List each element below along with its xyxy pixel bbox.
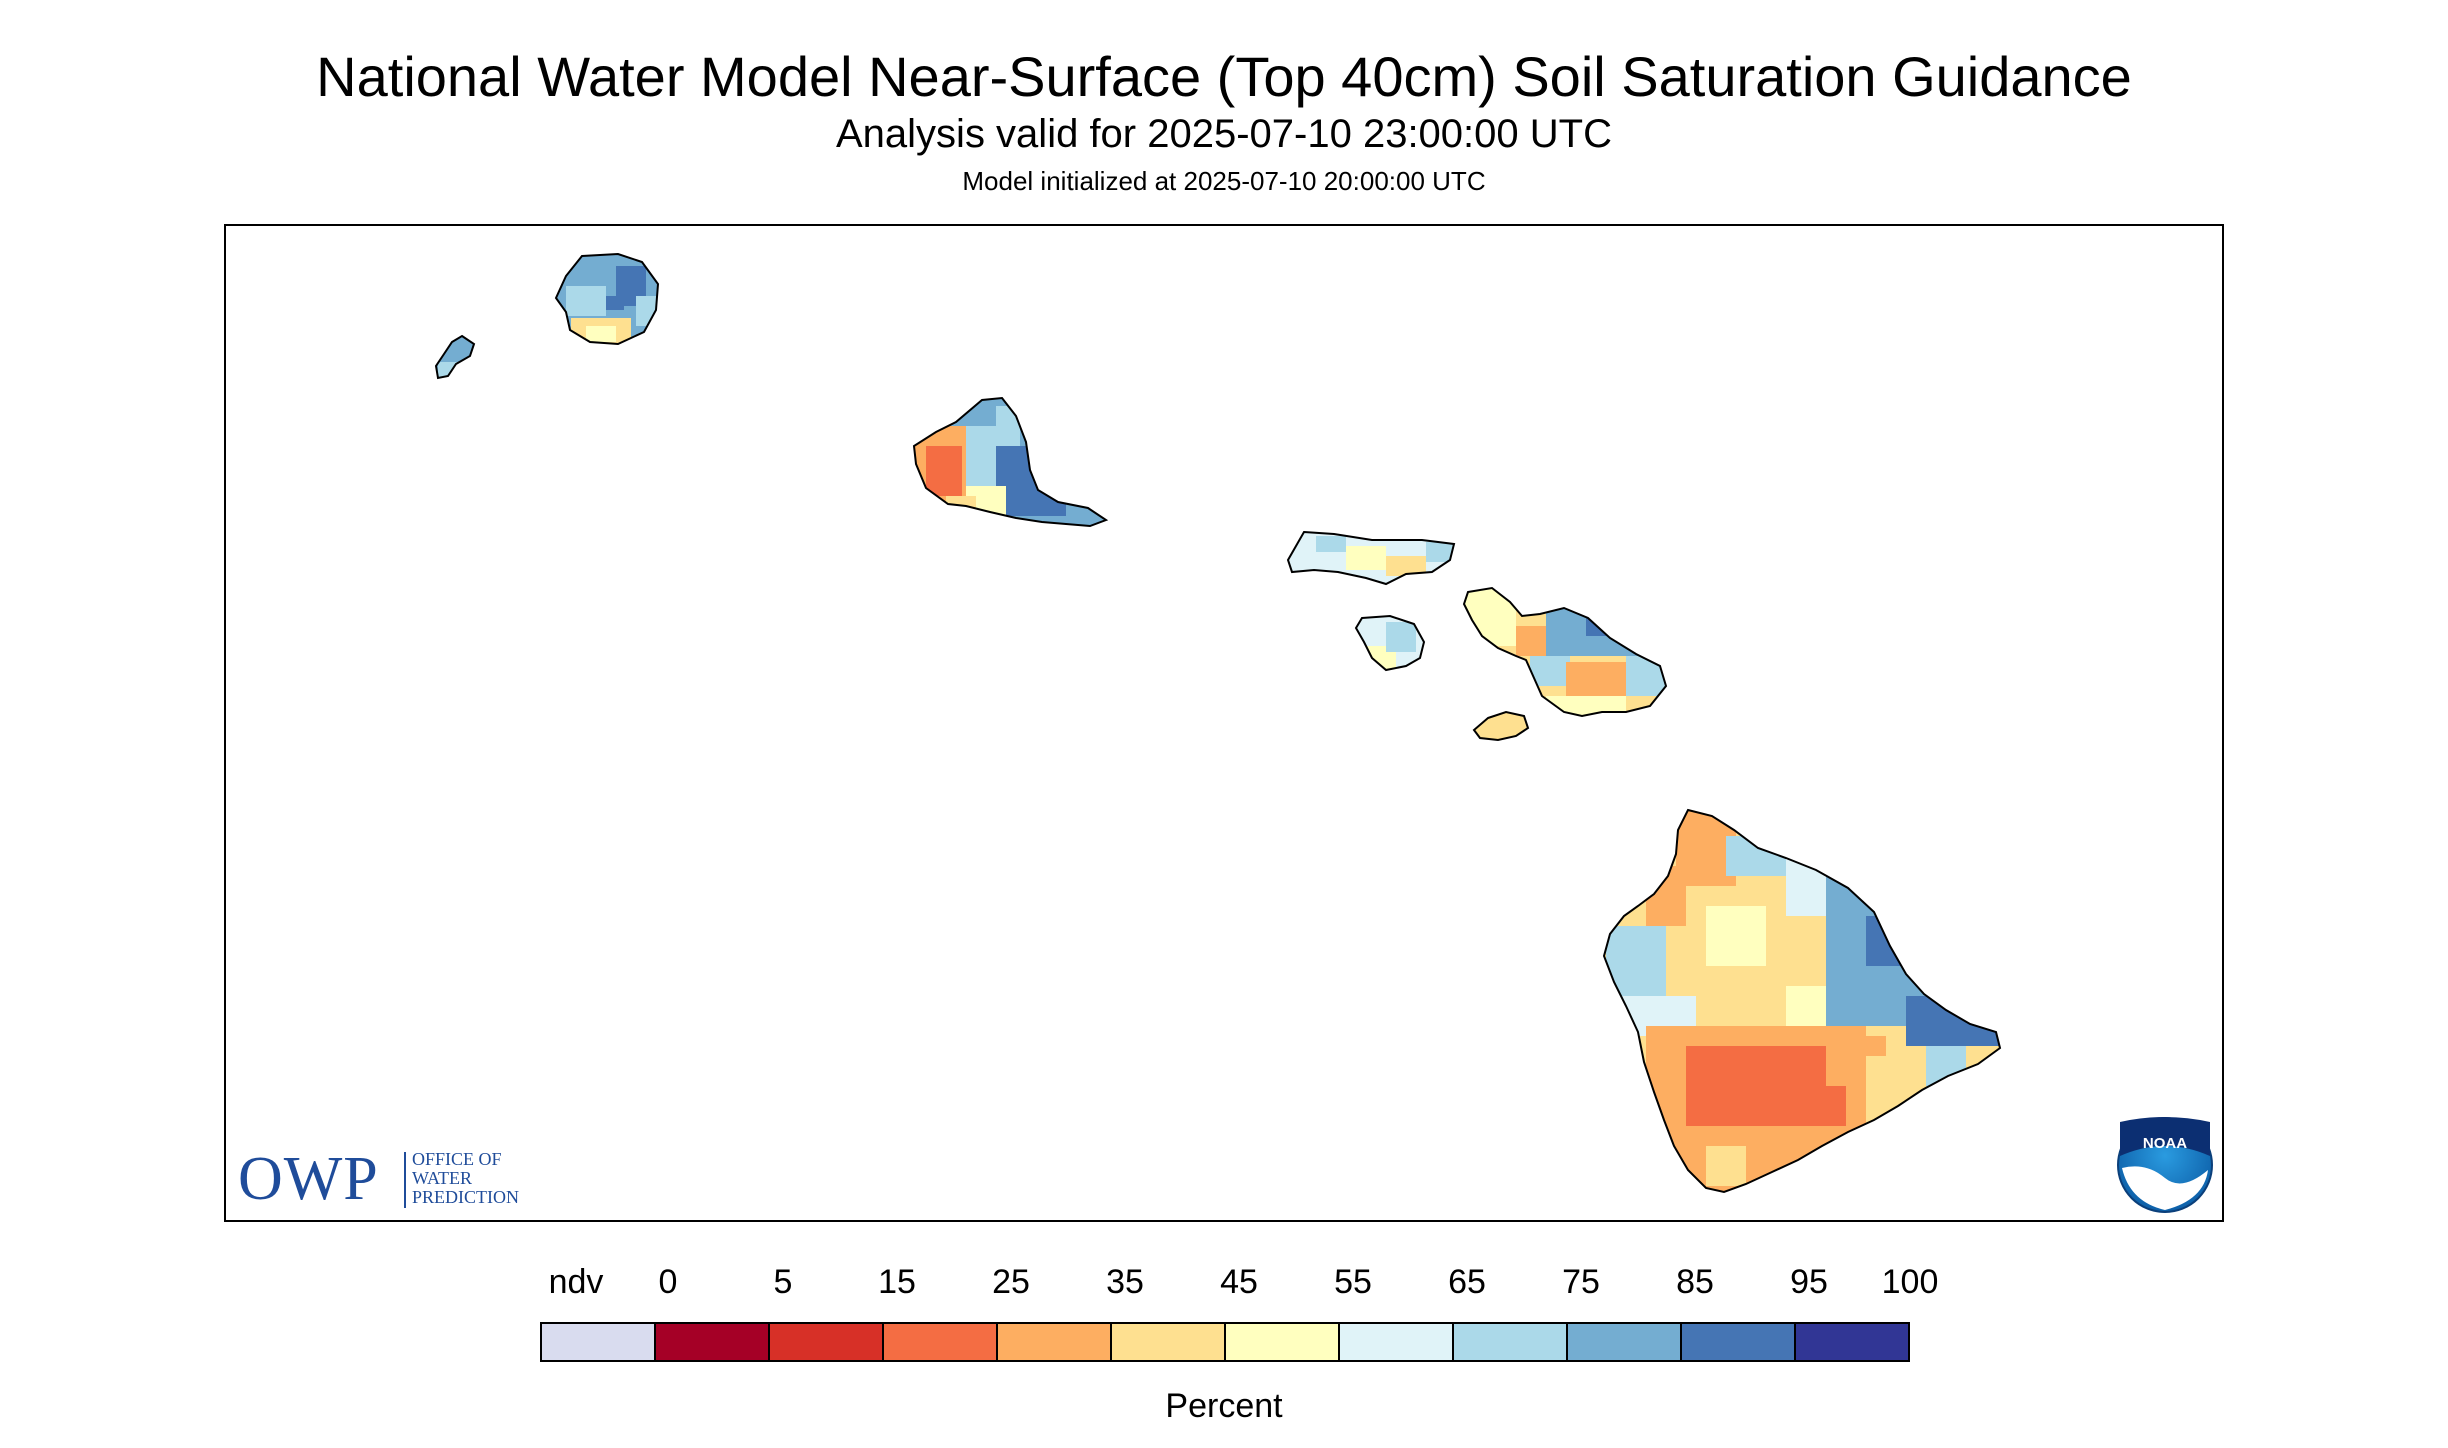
island-molokai: [1288, 532, 1454, 584]
analysis-valid-time: Analysis valid for 2025-07-10 23:00:00 U…: [836, 112, 1612, 156]
legend-tick: 25: [992, 1263, 1030, 1301]
noaa-logo-icon: NOAA: [2117, 1117, 2213, 1213]
coastlines: [434, 252, 2002, 1194]
legend-tick: 35: [1106, 1263, 1144, 1301]
colorbar-swatch: [656, 1324, 770, 1360]
owp-line-2: WATER: [412, 1168, 472, 1188]
island-kauai: [556, 254, 658, 344]
island-maui: [1464, 588, 1666, 716]
owp-logo-name: OFFICE OF WATER PREDICTION: [412, 1150, 582, 1207]
colorbar-swatch: [1226, 1324, 1340, 1360]
owp-logo-divider: [404, 1152, 406, 1208]
legend-tick: 55: [1334, 1263, 1372, 1301]
legend-tick: 85: [1676, 1263, 1714, 1301]
colorbar-swatch: [1796, 1324, 1908, 1360]
island-hawaii: [1604, 810, 2000, 1192]
colorbar-unit-label: Percent: [1165, 1387, 1283, 1425]
legend-tick: 95: [1790, 1263, 1828, 1301]
legend-tick: 45: [1220, 1263, 1258, 1301]
noaa-logo-text: NOAA: [2143, 1135, 2187, 1152]
map-frame[interactable]: [224, 224, 2224, 1222]
legend-ndv-label: ndv: [548, 1263, 604, 1301]
colorbar: [540, 1322, 1910, 1362]
legend-tick: 0: [658, 1263, 678, 1301]
island-niihau: [436, 336, 474, 378]
colorbar-swatch-ndv: [542, 1324, 656, 1360]
colorbar-swatch: [1454, 1324, 1568, 1360]
model-init-time: Model initialized at 2025-07-10 20:00:00…: [962, 166, 1486, 196]
colorbar-swatch: [1568, 1324, 1682, 1360]
legend-tick: 5: [773, 1263, 793, 1301]
legend-tick: 65: [1448, 1263, 1486, 1301]
colorbar-swatch: [1682, 1324, 1796, 1360]
colorbar-swatch: [884, 1324, 998, 1360]
colorbar-swatch: [998, 1324, 1112, 1360]
legend-tick: 75: [1562, 1263, 1600, 1301]
colorbar-swatch: [1112, 1324, 1226, 1360]
colorbar-tick-labels: ndv 0 5 15 25 35 45 55 65 75 85 95 100: [0, 1262, 2448, 1302]
legend-tick: 100: [1881, 1263, 1939, 1301]
legend-tick: 15: [878, 1263, 916, 1301]
owp-logo-letters: OWP: [238, 1145, 379, 1213]
colorbar-swatch: [770, 1324, 884, 1360]
colorbar-swatch: [1340, 1324, 1454, 1360]
owp-logo: OWP OFFICE OF WATER PREDICTION: [238, 1146, 568, 1216]
map-title: National Water Model Near-Surface (Top 4…: [316, 45, 2132, 108]
island-lanai: [1356, 616, 1424, 670]
owp-line-1: OFFICE OF: [412, 1149, 502, 1169]
hawaii-map: [434, 252, 2002, 1194]
owp-line-3: PREDICTION: [412, 1187, 519, 1207]
